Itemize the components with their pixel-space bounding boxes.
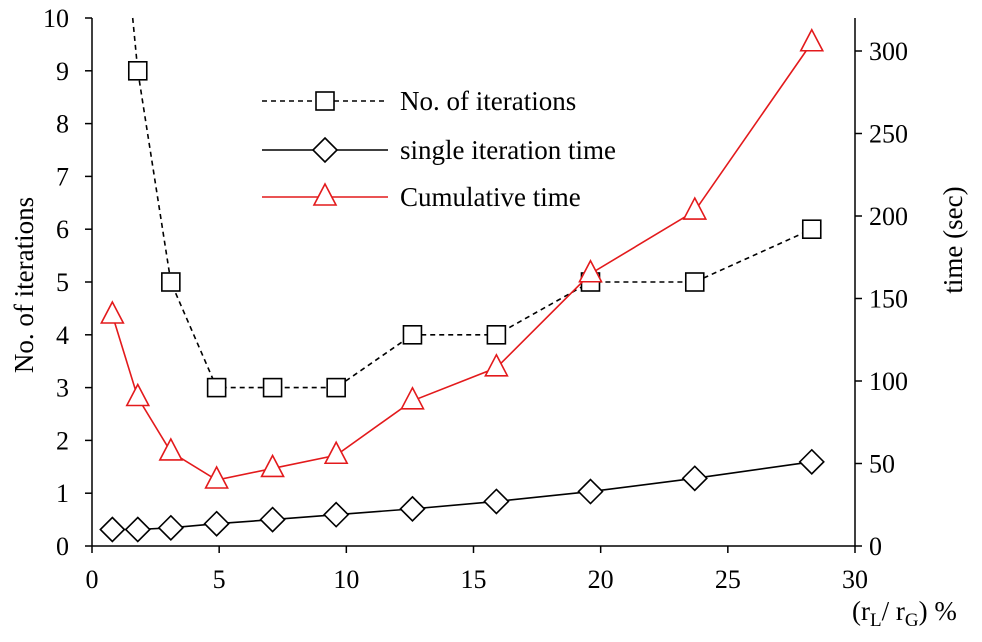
data-point-cumulative-time [204,465,229,489]
legend-label-cumulative-time: Cumulative time [400,182,581,212]
data-point-iterations [402,324,423,345]
tick-labels: 0 5 10 15 20 25 300123456789100501001502002503… [43,4,908,594]
series-line-iterations [131,17,813,389]
y-left-tick-label: 5 [56,268,69,297]
y-left-tick-label: 10 [43,4,69,33]
y-left-tick-label: 9 [56,57,69,86]
x-axis-title-subscript: G [905,610,919,631]
y-right-tick-label: 300 [869,37,908,66]
x-tick-label: 20 [588,565,614,594]
data-point-cumulative-time [323,440,349,465]
y-right-tick-label: 100 [869,367,908,396]
data-point-iterations [262,377,283,398]
x-axis-title-part: / r [882,596,905,626]
y-left-tick-label: 1 [56,479,69,508]
data-point-cumulative-time [125,382,151,407]
legend-marker-cumulative-time [312,182,338,206]
data-point-single-time [99,516,126,543]
data-point-cumulative-time [400,386,425,410]
data-point-iterations [684,272,705,292]
data-point-cumulative-time [484,353,509,377]
x-axis-title: (rL/ rG) % [852,596,957,631]
y-right-tick-label: 250 [869,120,908,149]
data-point-iterations [127,60,148,81]
data-point-single-time [681,465,708,492]
x-axis-title-subscript: L [870,610,882,631]
y-left-tick-label: 6 [56,215,69,244]
y-left-tick-label: 0 [56,532,69,561]
data-point-cumulative-time [799,28,825,52]
legend-label-iterations: No. of iterations [400,86,576,116]
y-right-tick-label: 0 [869,532,882,561]
data-point-single-time [577,478,604,505]
axes [85,17,862,553]
data-point-iterations [486,324,507,345]
y-axis-left-title: No. of iterations [9,197,39,373]
y-left-tick-label: 7 [56,162,69,191]
data-point-single-time [203,510,230,537]
data-point-single-time [399,495,426,523]
y-right-tick-label: 200 [869,202,908,231]
x-tick-label: 15 [461,565,487,594]
data-point-iterations [326,377,346,398]
legend-marker-iterations [315,91,335,111]
data-point-single-time [323,501,350,528]
y-left-tick-label: 2 [56,426,69,455]
data-point-iterations [801,219,822,239]
y-left-tick-label: 8 [56,110,69,139]
x-tick-label: 10 [333,565,359,594]
y-right-tick-label: 150 [869,285,908,314]
data-point-iterations [206,377,227,398]
y-left-tick-label: 3 [56,374,69,403]
data-point-cumulative-time [578,259,603,283]
legend: No. of iterations single iteration time Cu… [262,86,616,212]
data-point-single-time [259,506,286,533]
data-point-single-time [798,448,825,475]
data-point-cumulative-time [682,196,708,220]
data-point-single-time [124,516,151,543]
data-point-single-time [483,488,510,515]
data-point-cumulative-time [100,300,125,324]
x-tick-label: 5 [213,565,226,594]
legend-label-single-time: single iteration time [400,135,616,165]
data-point-iterations [161,272,181,292]
x-axis-title-part: (r [852,596,870,626]
data-point-cumulative-time [158,437,184,461]
y-right-tick-label: 50 [869,450,895,479]
data-point-single-time [157,514,184,541]
legend-marker-single-time [311,136,339,164]
plot-series [99,17,825,543]
x-tick-label: 0 [86,565,99,594]
x-axis-title-part: ) % [919,596,957,626]
y-left-tick-label: 4 [56,321,69,350]
x-tick-label: 25 [715,565,741,594]
x-tick-label: 30 [842,565,868,594]
y-axis-right-title: time (sec) [938,186,968,293]
data-point-cumulative-time [260,453,285,478]
